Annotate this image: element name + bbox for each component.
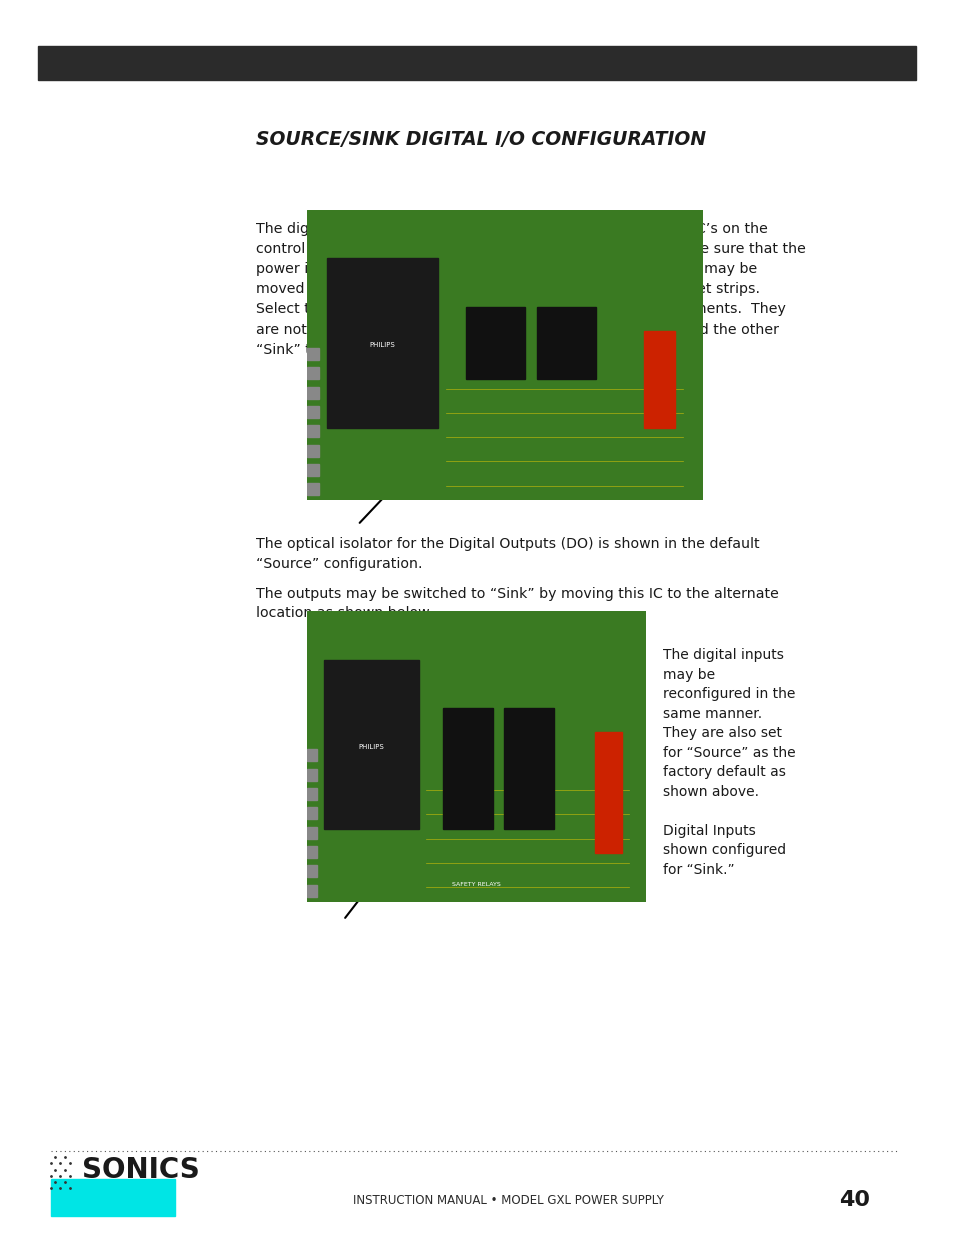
Bar [442,708,493,829]
Bar [307,445,318,457]
Text: The digital inputs and outputs are configured by moving two IC’s on the
control : The digital inputs and outputs are confi… [255,222,804,357]
Bar [307,846,317,858]
Text: INSTRUCTION MANUAL • MODEL GXL POWER SUPPLY: INSTRUCTION MANUAL • MODEL GXL POWER SUP… [353,1194,663,1207]
Bar [307,768,317,781]
Text: The digital inputs
may be
reconfigured in the
same manner.
They are also set
for: The digital inputs may be reconfigured i… [662,648,795,877]
Bar [307,750,317,761]
Text: SAFETY RELAYS: SAFETY RELAYS [452,882,500,887]
Bar [307,483,318,495]
Bar [307,866,317,877]
Bar [38,46,915,80]
Text: 40: 40 [839,1191,869,1210]
Text: PHILIPS: PHILIPS [369,342,395,348]
Text: The outputs may be switched to “Sink” by moving this IC to the alternate
locatio: The outputs may be switched to “Sink” by… [255,587,778,620]
Bar [51,1179,174,1216]
Bar [643,331,675,427]
Text: SONICS: SONICS [82,1156,199,1183]
Bar [324,659,418,829]
Bar [537,306,596,379]
Bar [307,788,317,800]
Bar [465,306,524,379]
Bar [307,406,318,417]
Text: SOURCE/SINK DIGITAL I/O CONFIGURATION: SOURCE/SINK DIGITAL I/O CONFIGURATION [255,130,705,148]
Text: PHILIPS: PHILIPS [358,743,384,750]
Bar [307,348,318,359]
Bar [327,258,437,427]
Bar [307,464,318,475]
Bar [307,808,317,819]
Bar [307,884,317,897]
Bar [307,367,318,379]
Bar [307,425,318,437]
Bar [503,708,554,829]
Bar [595,732,621,853]
Text: The optical isolator for the Digital Outputs (DO) is shown in the default
“Sourc: The optical isolator for the Digital Out… [255,537,759,571]
Bar [307,387,318,399]
Bar [307,826,317,839]
